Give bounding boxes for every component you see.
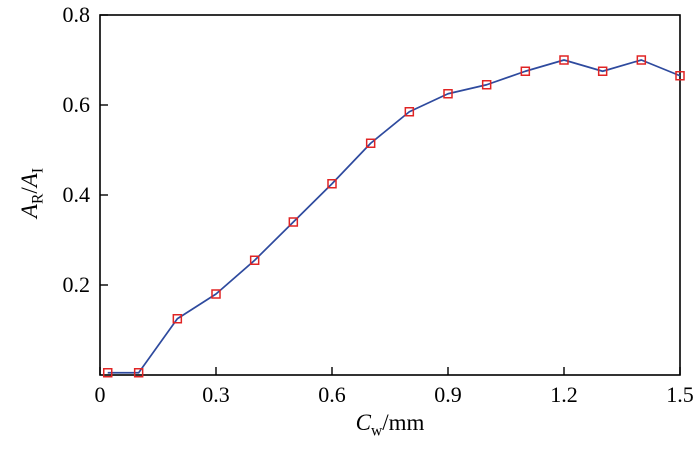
- y-axis-title-denominator-subscript: I: [29, 167, 47, 174]
- y-axis-title: AR/AI: [17, 168, 47, 219]
- x-tick-label: 0.3: [202, 382, 230, 407]
- x-tick-label: 0.6: [318, 382, 346, 407]
- y-axis-title-denominator: A: [17, 173, 42, 188]
- data-point-marker: [327, 179, 337, 189]
- data-point-marker: [675, 71, 685, 81]
- data-point-marker: [559, 55, 569, 65]
- x-tick-label: 0.9: [434, 382, 462, 407]
- data-point-marker: [404, 107, 415, 117]
- y-axis-title-separator: /: [17, 187, 42, 194]
- data-point-marker: [211, 289, 221, 299]
- data-point-marker: [365, 138, 376, 148]
- data-point-marker: [133, 368, 144, 378]
- data-point-marker: [520, 66, 531, 76]
- y-axis-title-numerator-subscript: R: [29, 193, 47, 205]
- x-axis-title-subscript: w: [370, 422, 383, 440]
- x-axis-title-variable: C: [355, 410, 371, 435]
- y-tick-label: 0.4: [63, 182, 91, 207]
- y-tick-label: 0.8: [63, 2, 91, 27]
- x-tick-label: 1.2: [550, 382, 578, 407]
- data-point-marker: [102, 368, 113, 378]
- y-tick-label: 0.2: [63, 272, 91, 297]
- data-point-marker: [172, 314, 183, 324]
- data-point-marker: [481, 80, 492, 90]
- data-line: [107, 59, 681, 374]
- x-axis-title: Cw/mm: [355, 410, 425, 439]
- data-point-marker: [636, 55, 647, 65]
- data-point-marker: [288, 217, 299, 227]
- data-point-marker: [443, 89, 453, 99]
- x-tick-label: 1.5: [666, 382, 694, 407]
- y-tick-label: 0.6: [63, 92, 91, 117]
- data-point-marker: [597, 66, 608, 76]
- y-axis-title-numerator: A: [17, 204, 42, 219]
- x-axis-title-unit: /mm: [382, 410, 425, 435]
- data-point-marker: [249, 255, 260, 265]
- x-tick-label: 0: [95, 382, 106, 407]
